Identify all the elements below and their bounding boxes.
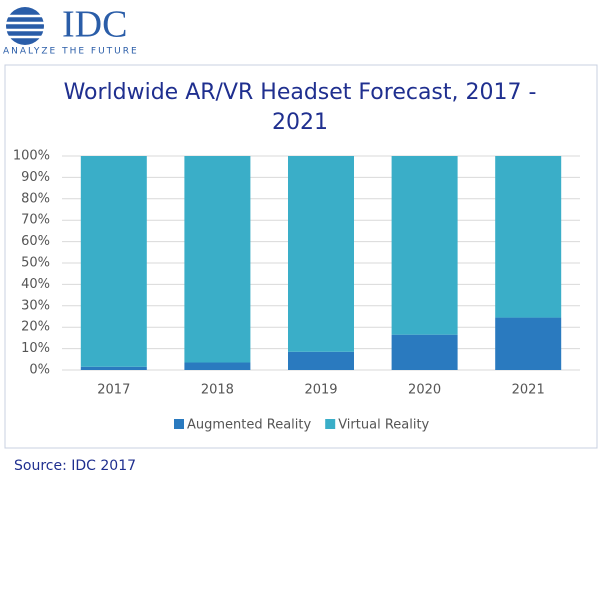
chart-title: Worldwide AR/VR Headset Forecast, 2017 -…	[63, 80, 537, 135]
y-tick-label: 90%	[21, 170, 50, 185]
bar-segment	[80, 366, 147, 370]
bar-segment	[391, 334, 458, 370]
bar-segment	[495, 317, 562, 370]
x-tick-label: 2017	[97, 383, 130, 398]
x-tick-label: 2018	[201, 383, 234, 398]
logo-globe	[4, 7, 46, 45]
y-tick-label: 70%	[21, 213, 50, 228]
bar-segment	[80, 156, 147, 367]
y-tick-label: 0%	[29, 363, 50, 378]
x-tick-label: 2021	[512, 383, 545, 398]
y-tick-label: 50%	[21, 256, 50, 271]
y-tick-label: 60%	[21, 234, 50, 249]
y-tick-label: 30%	[21, 298, 50, 313]
logo-name: IDC	[62, 4, 127, 46]
chart-frame	[4, 64, 598, 449]
bar-segment	[288, 156, 354, 352]
y-tick-label: 20%	[21, 320, 50, 335]
legend-label: Virtual Reality	[338, 418, 429, 433]
y-tick-label: 100%	[13, 149, 50, 164]
legend-swatch	[174, 419, 184, 429]
bar-segment	[184, 362, 251, 370]
bar-segment	[184, 156, 251, 363]
x-tick-label: 2020	[408, 383, 441, 398]
bar-segment	[495, 156, 562, 318]
y-tick-label: 80%	[21, 191, 50, 206]
source: Source: IDC 2017	[14, 458, 136, 474]
bar-segment	[391, 156, 458, 335]
y-tick-label: 10%	[21, 341, 50, 356]
logo-tagline: ANALYZE THE FUTURE	[3, 47, 139, 57]
bar-segment	[288, 351, 354, 370]
legend-swatch	[325, 419, 336, 429]
y-tick-label: 40%	[21, 277, 50, 292]
legend-label: Augmented Reality	[187, 418, 311, 433]
x-tick-label: 2019	[304, 383, 337, 398]
